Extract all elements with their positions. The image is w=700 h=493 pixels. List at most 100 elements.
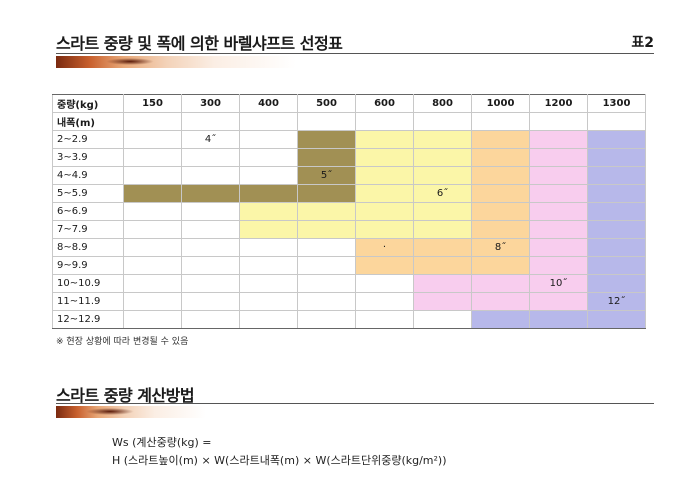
table-cell — [355, 112, 414, 131]
table-cell — [123, 310, 182, 329]
barrel-shaft-selection-table: 중량(kg) 150 300 400 500 600 800 1000 1200… — [52, 94, 646, 329]
table-cell — [355, 130, 414, 149]
table-row: 7~7.9 — [52, 220, 646, 239]
weight-col-header: 1000 — [471, 94, 530, 113]
table-cell: 8˝ — [471, 238, 530, 257]
weight-col-header: 800 — [413, 94, 472, 113]
table-cell — [239, 184, 298, 203]
table-cell: 6˝ — [413, 184, 472, 203]
table-cell: 5˝ — [297, 166, 356, 185]
table-header-row: 중량(kg) 150 300 400 500 600 800 1000 1200… — [52, 94, 646, 113]
table-cell — [239, 166, 298, 185]
dot-mark: · — [382, 242, 387, 253]
table-cell — [239, 310, 298, 329]
table-cell — [123, 202, 182, 221]
table-cell — [297, 184, 356, 203]
table-cell — [123, 112, 182, 131]
table-cell — [587, 184, 646, 203]
table-number-badge: 표2 — [631, 35, 654, 51]
table-cell — [123, 166, 182, 185]
width-row-label: 7~7.9 — [52, 220, 124, 239]
table-cell — [239, 256, 298, 275]
table-cell — [529, 166, 588, 185]
table-cell — [471, 256, 530, 275]
formula-line-2: H (스라트높이(m) × W(스라트내폭(m) × W(스라트단위중량(kg/… — [112, 454, 447, 467]
table-cell — [529, 310, 588, 329]
table-cell — [123, 256, 182, 275]
table-cell — [355, 292, 414, 311]
table-cell — [181, 292, 240, 311]
page-title: 스라트 중량 및 폭에 의한 바렐샤프트 선정표 — [56, 34, 343, 53]
table-cell — [529, 202, 588, 221]
table-cell — [471, 130, 530, 149]
table-cell — [413, 166, 472, 185]
table-cell — [123, 148, 182, 167]
shaft-size-mark-10: 10˝ — [549, 278, 568, 289]
weight-col-header: 500 — [297, 94, 356, 113]
table-row: 4~4.9 5˝ — [52, 166, 646, 185]
table-cell — [239, 148, 298, 167]
width-row-label: 10~10.9 — [52, 274, 124, 293]
table-cell — [413, 148, 472, 167]
table-cell — [297, 274, 356, 293]
table-cell — [123, 130, 182, 149]
table-cell — [239, 220, 298, 239]
weight-col-header: 600 — [355, 94, 414, 113]
banner-glint — [86, 408, 134, 415]
width-row-label: 12~12.9 — [52, 310, 124, 329]
table-cell — [239, 112, 298, 131]
table-cell — [355, 166, 414, 185]
width-row-label: 3~3.9 — [52, 148, 124, 167]
table-cell — [123, 238, 182, 257]
table-cell — [587, 220, 646, 239]
table-cell — [239, 238, 298, 257]
table-cell — [355, 184, 414, 203]
table-cell — [587, 166, 646, 185]
table-row: 9~9.9 — [52, 256, 646, 275]
table-row: 2~2.9 4˝ — [52, 130, 646, 149]
width-row-label: 11~11.9 — [52, 292, 124, 311]
table-cell — [413, 256, 472, 275]
table-cell: 12˝ — [587, 292, 646, 311]
shaft-size-mark-4: 4˝ — [204, 134, 217, 145]
table-cell — [355, 310, 414, 329]
table-cell — [587, 202, 646, 221]
table-cell — [239, 202, 298, 221]
section-title: 스라트 중량 계산방법 — [56, 386, 195, 405]
table-cell — [355, 274, 414, 293]
table-cell — [413, 220, 472, 239]
table-cell — [529, 292, 588, 311]
formula-line-1: Ws (계산중량(kg) = — [112, 436, 212, 449]
table-cell: 4˝ — [181, 130, 240, 149]
table-cell — [587, 148, 646, 167]
width-row-label: 4~4.9 — [52, 166, 124, 185]
table-row: 8~8.9 · 8˝ — [52, 238, 646, 257]
table-cell — [181, 274, 240, 293]
table-cell — [587, 238, 646, 257]
table-cell — [297, 220, 356, 239]
table-cell — [181, 184, 240, 203]
table-cell — [529, 130, 588, 149]
table-cell — [471, 166, 530, 185]
table-cell — [471, 274, 530, 293]
table-cell — [181, 256, 240, 275]
table-cell — [587, 112, 646, 131]
table-row: 10~10.9 10˝ — [52, 274, 646, 293]
table-cell — [471, 220, 530, 239]
width-row-label: 5~5.9 — [52, 184, 124, 203]
table-cell — [123, 184, 182, 203]
table-cell — [471, 310, 530, 329]
decorative-banner — [56, 56, 296, 68]
weight-header-label: 중량(kg) — [52, 94, 124, 113]
table-cell — [239, 292, 298, 311]
table-cell — [123, 292, 182, 311]
table-cell — [355, 220, 414, 239]
weight-col-header: 1300 — [587, 94, 646, 113]
section-divider — [56, 403, 654, 404]
table-cell — [413, 310, 472, 329]
table-cell — [297, 202, 356, 221]
table-cell — [471, 112, 530, 131]
width-row-label: 2~2.9 — [52, 130, 124, 149]
width-row-label: 8~8.9 — [52, 238, 124, 257]
table-cell — [471, 292, 530, 311]
